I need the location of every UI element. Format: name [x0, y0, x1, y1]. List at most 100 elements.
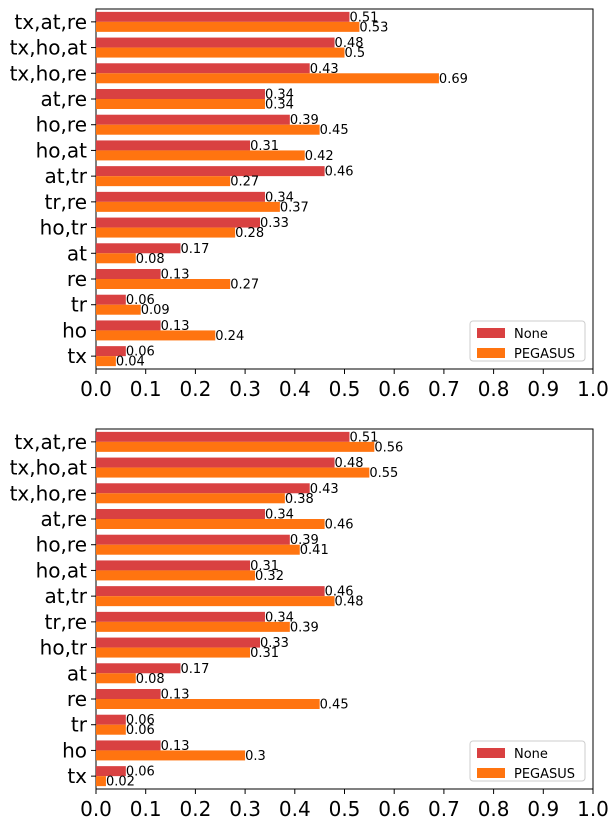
x-tick-label: 1.0: [577, 797, 609, 821]
bar-none: [96, 637, 261, 648]
bar-pegasus: [96, 47, 345, 58]
bar-value-label: 0.13: [161, 319, 190, 334]
bar-none: [96, 714, 126, 725]
bar-none: [96, 766, 126, 777]
chart-panel-bottom: 0.0 0.1 0.2 0.3 0.4 0.5 0.6 0.7 0.8 0.9 1.0 tx,at,r…: [10, 428, 609, 821]
legend: None PEGASUS: [469, 320, 586, 362]
y-category-label: ho,tr: [40, 216, 88, 240]
bar-value-label: 0.13: [161, 268, 190, 283]
x-tick-label: 0.2: [179, 797, 211, 821]
bar-value-label: 0.48: [335, 456, 364, 471]
bar-value-label: 0.32: [255, 569, 284, 584]
bar-value-label: 0.31: [250, 646, 279, 661]
x-tick-label: 0.6: [378, 797, 410, 821]
bar-value-label: 0.08: [136, 252, 165, 267]
bar-value-label: 0.34: [265, 610, 294, 625]
bar-value-label: 0.51: [349, 430, 378, 445]
bar-pegasus: [96, 570, 256, 581]
legend-label: PEGASUS: [514, 347, 575, 362]
x-tick-label: 1.0: [577, 377, 609, 401]
x-tick-label: 0.7: [428, 797, 460, 821]
bar-pegasus: [96, 99, 265, 109]
bar-value-label: 0.45: [320, 123, 349, 138]
bar-value-label: 0.34: [265, 508, 294, 523]
bar-pegasus: [96, 596, 335, 607]
bar-value-label: 0.02: [106, 775, 135, 790]
bar-value-label: 0.27: [230, 175, 259, 190]
x-tick-label: 0.5: [329, 797, 361, 821]
legend-swatch-none: [477, 748, 505, 758]
bar-pegasus: [96, 330, 216, 341]
y-category-label: at,re: [40, 507, 87, 531]
bar-value-label: 0.45: [320, 698, 349, 713]
bar-value-label: 0.48: [335, 595, 364, 610]
y-category-label: at,tr: [44, 164, 87, 188]
bar-value-label: 0.17: [180, 242, 209, 257]
bar-none: [96, 689, 161, 699]
y-category-label: tr,re: [44, 190, 87, 214]
x-tick-label: 0.0: [80, 797, 112, 821]
bar-none: [96, 431, 350, 442]
y-category-label: tx,ho,re: [10, 61, 87, 85]
x-tick-label: 0.4: [279, 377, 311, 401]
y-category-label: ho,re: [36, 533, 87, 557]
bar-pegasus: [96, 176, 231, 187]
bar-none: [96, 63, 310, 74]
bar-pegasus: [96, 201, 280, 212]
bar-pegasus: [96, 150, 305, 161]
x-tick-label: 0.4: [279, 797, 311, 821]
bar-none: [96, 320, 161, 331]
bar-value-label: 0.38: [285, 492, 314, 507]
y-category-label: tx,at,re: [14, 10, 87, 34]
x-tick-label: 0.3: [229, 797, 261, 821]
legend-swatch-pegasus: [477, 768, 505, 778]
bar-value-label: 0.06: [126, 293, 155, 308]
bar-none: [96, 114, 290, 125]
y-category-label: tx: [67, 764, 87, 788]
x-tick-label: 0.0: [80, 377, 112, 401]
bar-none: [96, 663, 181, 674]
legend-swatch-pegasus: [477, 348, 505, 358]
x-tick-label: 0.3: [229, 377, 261, 401]
bar-value-label: 0.53: [359, 20, 388, 35]
bar-value-label: 0.34: [265, 98, 294, 113]
bar-value-label: 0.06: [126, 713, 155, 728]
bar-value-label: 0.31: [250, 139, 279, 154]
bar-value-label: 0.31: [250, 559, 279, 574]
y-category-label: re: [67, 267, 87, 291]
bar-none: [96, 457, 335, 468]
y-category-label: ho,at: [36, 558, 88, 582]
bar-pegasus: [96, 750, 246, 761]
bar-value-label: 0.43: [310, 482, 339, 497]
bar-value-label: 0.5: [345, 46, 366, 61]
bar-value-label: 0.41: [300, 543, 329, 558]
bar-pegasus: [96, 304, 141, 315]
bar-value-label: 0.09: [141, 303, 170, 318]
bar-value-label: 0.28: [235, 226, 264, 241]
bar-none: [96, 140, 251, 151]
bar-value-label: 0.08: [136, 672, 165, 687]
x-tick-label: 0.2: [179, 377, 211, 401]
bar-pegasus: [96, 441, 375, 452]
bar-value-label: 0.46: [325, 165, 354, 180]
y-category-label: ho,tr: [40, 636, 88, 660]
bar-value-label: 0.37: [280, 200, 309, 215]
bar-none: [96, 740, 161, 751]
bar-none: [96, 37, 335, 48]
bar-value-label: 0.3: [245, 749, 266, 764]
bar-value-label: 0.06: [126, 765, 155, 780]
bar-pegasus: [96, 776, 106, 787]
legend-label: None: [514, 327, 548, 342]
bar-pegasus: [96, 699, 320, 709]
bar-none: [96, 166, 325, 177]
bar-value-label: 0.46: [325, 585, 354, 600]
bar-value-label: 0.06: [126, 723, 155, 738]
y-category-label: re: [67, 687, 87, 711]
bar-none: [96, 483, 310, 494]
x-tick-label: 0.9: [527, 797, 559, 821]
bar-pegasus: [96, 124, 320, 135]
bar-value-label: 0.24: [215, 329, 244, 344]
chart-panel-top: 0.0 0.1 0.2 0.3 0.4 0.5 0.6 0.7 0.8 0.9 1.0 tx,at,r…: [10, 8, 609, 401]
bar-value-label: 0.04: [116, 355, 145, 370]
bar-none: [96, 534, 290, 545]
